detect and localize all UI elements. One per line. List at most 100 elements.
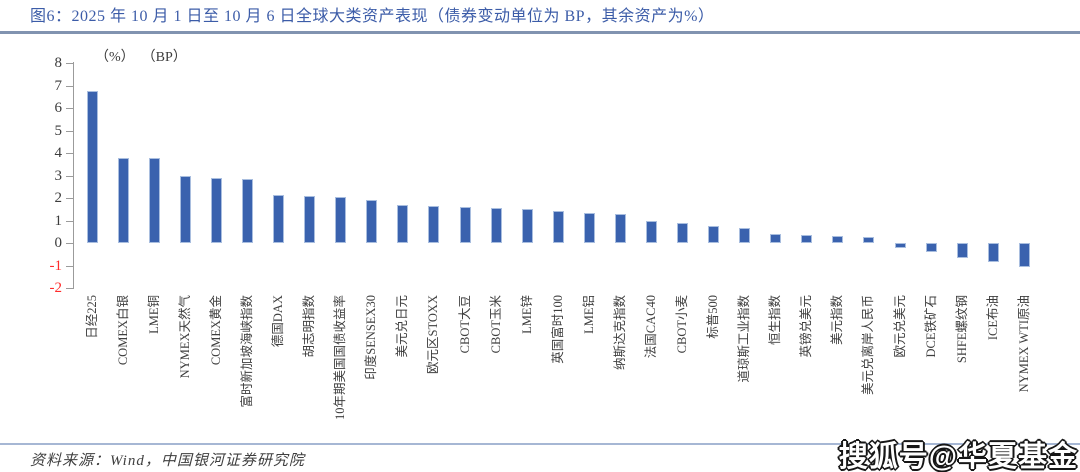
- y-tick-label: 4: [54, 145, 63, 161]
- y-tick-label: 6: [54, 100, 63, 116]
- bar: [521, 208, 533, 243]
- category-label: 日经225: [77, 295, 108, 443]
- y-tick-mark: [66, 108, 73, 109]
- bar: [86, 91, 98, 243]
- bar: [708, 225, 720, 243]
- watermark: 搜狐号@华夏基金: [838, 441, 1078, 472]
- y-tick-label: 2: [54, 190, 63, 206]
- bar: [956, 243, 968, 258]
- category-label: CBOT大豆: [450, 295, 481, 443]
- category-label-text: CBOT大豆: [457, 295, 472, 354]
- category-label-text: 欧元兑美元: [892, 295, 907, 358]
- y-tick-label: 0: [54, 235, 63, 251]
- category-label: 富时新加坡海峡指数: [232, 295, 263, 443]
- bar: [801, 235, 813, 243]
- category-label: NYMEX WTI原油: [1009, 295, 1040, 443]
- y-tick-mark: [66, 265, 73, 267]
- category-label: 胡志明指数: [294, 295, 325, 443]
- category-label-text: COMEX黄金: [208, 295, 223, 366]
- category-label-text: 标普500: [706, 295, 721, 339]
- category-label-text: 美元兑离岸人民币: [861, 295, 876, 396]
- category-label-text: 胡志明指数: [302, 295, 317, 358]
- category-label: 标普500: [698, 295, 729, 443]
- category-label: COMEX白银: [108, 295, 139, 443]
- category-label: 美元兑日元: [387, 295, 418, 443]
- bar: [583, 212, 595, 243]
- category-label: 欧元区STOXX: [418, 295, 449, 443]
- bar: [645, 220, 657, 243]
- y-tick-mark: [66, 288, 73, 289]
- category-label-text: LME铜: [146, 295, 161, 334]
- bar: [366, 200, 378, 243]
- category-label: DCE铁矿石: [916, 295, 947, 443]
- category-label-text: 纳斯达克指数: [612, 295, 627, 371]
- bar: [335, 197, 347, 243]
- bar: [304, 196, 316, 243]
- unit-label-bp: （BP）: [148, 50, 187, 65]
- bar: [1018, 243, 1030, 267]
- bar: [770, 233, 782, 243]
- bar: [894, 243, 906, 248]
- category-label: 10年期美国国债收益率: [325, 295, 356, 443]
- category-label: CBOT玉米: [481, 295, 512, 443]
- bar: [397, 204, 409, 243]
- bar: [117, 157, 129, 243]
- category-label-text: SHFE螺纹钢: [954, 295, 969, 364]
- category-label: ICE布油: [978, 295, 1009, 443]
- bar: [242, 178, 254, 243]
- y-axis: [73, 62, 74, 289]
- category-label-text: 英国富时100: [550, 295, 565, 364]
- category-label: LME锌: [512, 295, 543, 443]
- bar: [210, 177, 222, 243]
- category-label-text: 欧元区STOXX: [426, 295, 441, 374]
- figure-title: 图6：2025 年 10 月 1 日至 10 月 6 日全球大类资产表现（债券变…: [30, 8, 715, 25]
- y-tick-mark: [66, 85, 73, 87]
- bar: [273, 195, 285, 243]
- category-label: 德国DAX: [263, 295, 294, 443]
- bar: [832, 236, 844, 243]
- category-label-text: COMEX白银: [115, 295, 130, 366]
- category-label-text: NYMEX WTI原油: [1016, 295, 1031, 393]
- y-tick-label: 8: [54, 55, 63, 71]
- category-label-text: 德国DAX: [271, 295, 286, 348]
- bar: [863, 237, 875, 243]
- category-label-text: 富时新加坡海峡指数: [240, 295, 255, 408]
- category-label: SHFE螺纹钢: [947, 295, 978, 443]
- category-label: 纳斯达克指数: [605, 295, 636, 443]
- category-label: 英国富时100: [543, 295, 574, 443]
- category-label: 美元兑离岸人民币: [853, 295, 884, 443]
- category-label-text: ICE布油: [985, 295, 1000, 341]
- category-label-text: CBOT小麦: [675, 295, 690, 354]
- category-label-text: 印度SENSEX30: [364, 295, 379, 380]
- category-label-text: 英镑兑美元: [799, 295, 814, 358]
- category-label: 法国CAC40: [636, 295, 667, 443]
- category-label-text: 美元兑日元: [395, 295, 410, 358]
- category-label-text: 恒生指数: [768, 295, 783, 346]
- bar: [925, 243, 937, 252]
- bar: [987, 243, 999, 262]
- y-tick-mark: [66, 243, 73, 244]
- category-label-text: 10年期美国国债收益率: [333, 295, 348, 421]
- y-tick-mark: [66, 63, 73, 64]
- y-tick-label: 1: [54, 212, 63, 229]
- top-divider: [0, 31, 1080, 34]
- category-label: COMEX黄金: [201, 295, 232, 443]
- bar: [677, 222, 689, 243]
- y-tick-label: 5: [54, 122, 63, 139]
- category-label: LME铜: [139, 295, 170, 443]
- y-tick-mark: [66, 220, 73, 222]
- category-label-text: 道琼斯工业指数: [737, 295, 752, 383]
- category-label: 英镑兑美元: [791, 295, 822, 443]
- category-label: 道琼斯工业指数: [729, 295, 760, 443]
- y-tick-mark: [66, 130, 73, 132]
- category-label: 恒生指数: [760, 295, 791, 443]
- bar: [552, 211, 564, 243]
- bottom-divider: [0, 443, 1080, 445]
- bar: [428, 205, 440, 243]
- bar: [614, 214, 626, 243]
- unit-label-percent: （%）: [95, 50, 135, 65]
- y-tick-label: 3: [54, 167, 63, 184]
- category-label-text: 日经225: [84, 295, 99, 339]
- category-label: NYMEX天然气: [170, 295, 201, 443]
